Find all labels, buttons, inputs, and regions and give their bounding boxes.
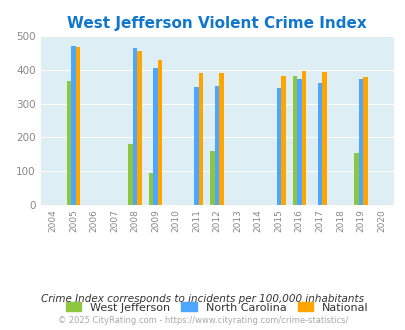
Bar bbox=[317, 83, 321, 205]
Legend: West Jefferson, North Carolina, National: West Jefferson, North Carolina, National bbox=[61, 298, 372, 317]
Bar bbox=[128, 144, 132, 205]
Bar bbox=[137, 51, 141, 205]
Bar bbox=[132, 48, 137, 205]
Bar bbox=[210, 151, 214, 205]
Bar bbox=[280, 76, 285, 205]
Bar bbox=[362, 77, 367, 205]
Bar bbox=[75, 47, 80, 205]
Bar bbox=[158, 59, 162, 205]
Bar bbox=[149, 173, 153, 205]
Bar bbox=[276, 88, 280, 205]
Title: West Jefferson Violent Crime Index: West Jefferson Violent Crime Index bbox=[67, 16, 366, 31]
Bar bbox=[301, 71, 305, 205]
Bar bbox=[292, 76, 296, 205]
Bar bbox=[296, 79, 301, 205]
Bar bbox=[153, 68, 158, 205]
Bar bbox=[66, 81, 71, 205]
Bar bbox=[214, 86, 219, 205]
Bar bbox=[358, 79, 362, 205]
Bar bbox=[321, 72, 326, 205]
Text: © 2025 CityRating.com - https://www.cityrating.com/crime-statistics/: © 2025 CityRating.com - https://www.city… bbox=[58, 316, 347, 325]
Bar bbox=[198, 73, 203, 205]
Bar bbox=[194, 87, 198, 205]
Text: Crime Index corresponds to incidents per 100,000 inhabitants: Crime Index corresponds to incidents per… bbox=[41, 294, 364, 304]
Bar bbox=[353, 153, 358, 205]
Bar bbox=[71, 47, 75, 205]
Bar bbox=[219, 73, 224, 205]
